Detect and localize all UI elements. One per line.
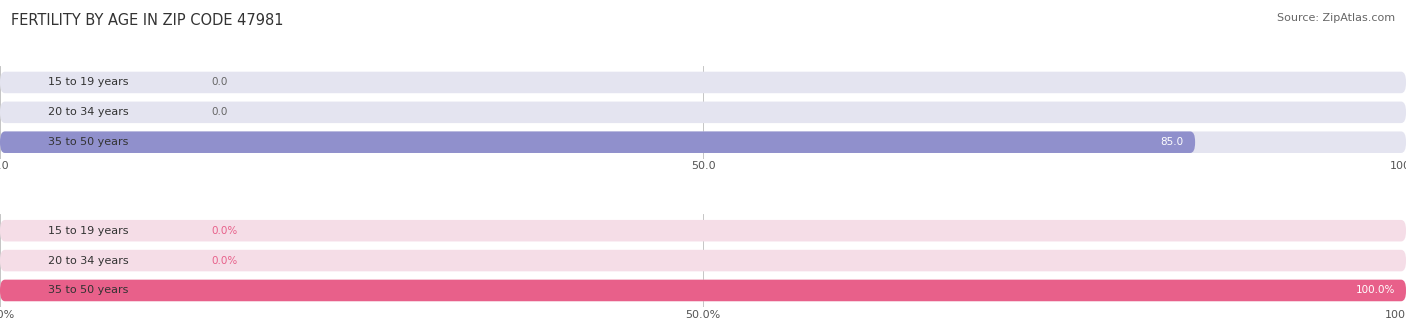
Text: 20 to 34 years: 20 to 34 years: [48, 255, 129, 266]
FancyBboxPatch shape: [0, 102, 1406, 123]
Text: 0.0%: 0.0%: [211, 255, 238, 266]
Text: 0.0%: 0.0%: [211, 226, 238, 236]
Text: FERTILITY BY AGE IN ZIP CODE 47981: FERTILITY BY AGE IN ZIP CODE 47981: [11, 13, 284, 28]
FancyBboxPatch shape: [0, 220, 1406, 242]
FancyBboxPatch shape: [0, 131, 1195, 153]
Text: 85.0: 85.0: [1161, 137, 1184, 147]
FancyBboxPatch shape: [0, 250, 1406, 271]
Text: 0.0: 0.0: [211, 78, 228, 87]
FancyBboxPatch shape: [0, 131, 1406, 153]
FancyBboxPatch shape: [0, 280, 1406, 301]
Text: 15 to 19 years: 15 to 19 years: [48, 78, 129, 87]
FancyBboxPatch shape: [0, 280, 1406, 301]
Text: 35 to 50 years: 35 to 50 years: [48, 137, 129, 147]
Text: 20 to 34 years: 20 to 34 years: [48, 107, 129, 117]
Text: Source: ZipAtlas.com: Source: ZipAtlas.com: [1277, 13, 1395, 23]
Text: 35 to 50 years: 35 to 50 years: [48, 285, 129, 295]
Text: 100.0%: 100.0%: [1355, 285, 1395, 295]
Text: 15 to 19 years: 15 to 19 years: [48, 226, 129, 236]
FancyBboxPatch shape: [0, 72, 1406, 93]
Text: 0.0: 0.0: [211, 107, 228, 117]
